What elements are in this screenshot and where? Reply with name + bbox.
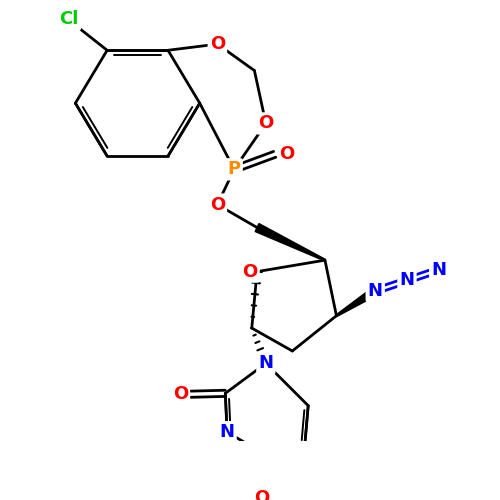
Text: O: O [258,114,274,132]
Text: O: O [172,385,188,403]
Text: N: N [258,354,274,372]
Text: Cl: Cl [60,10,79,29]
Text: O: O [254,490,269,500]
Text: N: N [400,272,414,289]
Text: O: O [210,35,225,53]
Polygon shape [255,224,326,261]
Text: N: N [431,261,446,279]
Text: N: N [368,282,382,300]
Text: O: O [242,262,258,280]
Text: O: O [280,146,294,164]
Polygon shape [336,288,378,316]
Text: P: P [228,160,240,178]
Text: N: N [220,423,234,441]
Text: O: O [210,196,225,214]
